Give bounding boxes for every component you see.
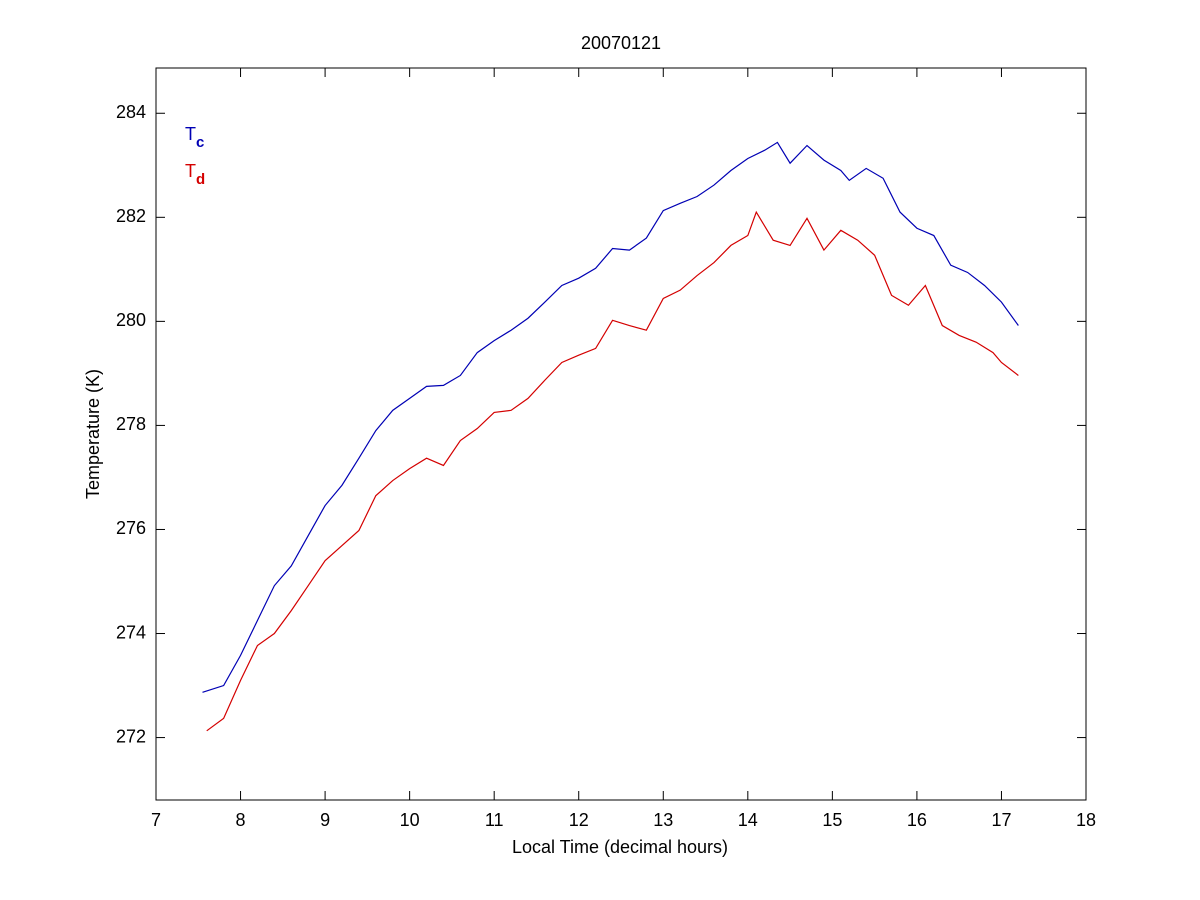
legend-entry: Td bbox=[185, 161, 205, 188]
chart-title: 20070121 bbox=[581, 33, 661, 53]
legend-name: T bbox=[185, 124, 196, 144]
data-line bbox=[206, 210, 1019, 732]
x-tick-label: 15 bbox=[822, 810, 842, 830]
x-tick-label: 17 bbox=[991, 810, 1011, 830]
legend-entry: Tc bbox=[185, 124, 204, 151]
legend-subscript: c bbox=[196, 134, 204, 151]
legend-subscript: d bbox=[196, 171, 205, 188]
y-tick-label: 284 bbox=[116, 102, 146, 122]
y-tick-label: 276 bbox=[116, 518, 146, 538]
x-tick-label: 13 bbox=[653, 810, 673, 830]
x-tick-label: 14 bbox=[738, 810, 758, 830]
x-tick-label: 8 bbox=[236, 810, 246, 830]
legend-name: T bbox=[185, 161, 196, 181]
x-tick-label: 9 bbox=[320, 810, 330, 830]
y-tick-label: 278 bbox=[116, 414, 146, 434]
x-tick-label: 18 bbox=[1076, 810, 1096, 830]
x-tick-label: 16 bbox=[907, 810, 927, 830]
x-tick-label: 12 bbox=[569, 810, 589, 830]
y-tick-label: 274 bbox=[116, 622, 146, 642]
plot-frame bbox=[155, 67, 1087, 801]
x-tick-label: 7 bbox=[151, 810, 161, 830]
x-axis-label: Local Time (decimal hours) bbox=[512, 837, 728, 857]
y-tick-label: 272 bbox=[116, 726, 146, 746]
data-line bbox=[202, 141, 1019, 693]
y-tick-label: 280 bbox=[116, 310, 146, 330]
y-axis-label: Temperature (K) bbox=[83, 369, 103, 499]
x-tick-label: 11 bbox=[485, 810, 504, 830]
y-tick-label: 282 bbox=[116, 206, 146, 226]
x-tick-label: 10 bbox=[400, 810, 420, 830]
